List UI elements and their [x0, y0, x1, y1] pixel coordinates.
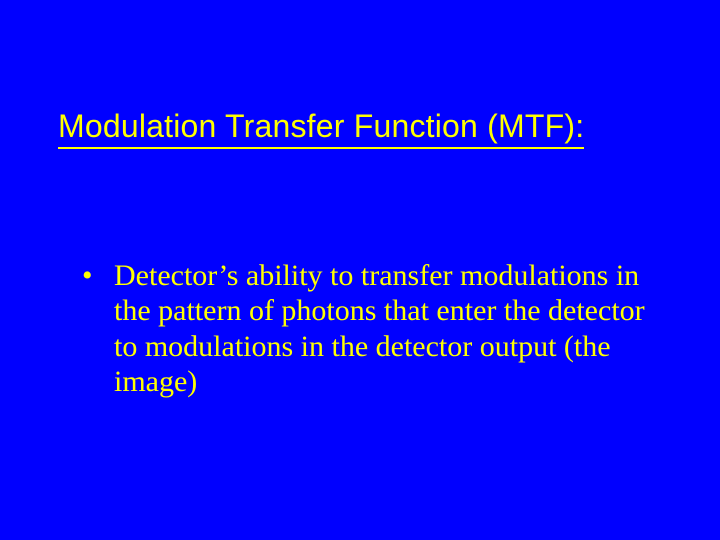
slide-title: Modulation Transfer Function (MTF): — [58, 108, 584, 149]
bullet-item: Detector’s ability to transfer modulatio… — [78, 258, 650, 400]
slide: Modulation Transfer Function (MTF): Dete… — [0, 0, 720, 540]
bullet-list: Detector’s ability to transfer modulatio… — [78, 258, 650, 400]
